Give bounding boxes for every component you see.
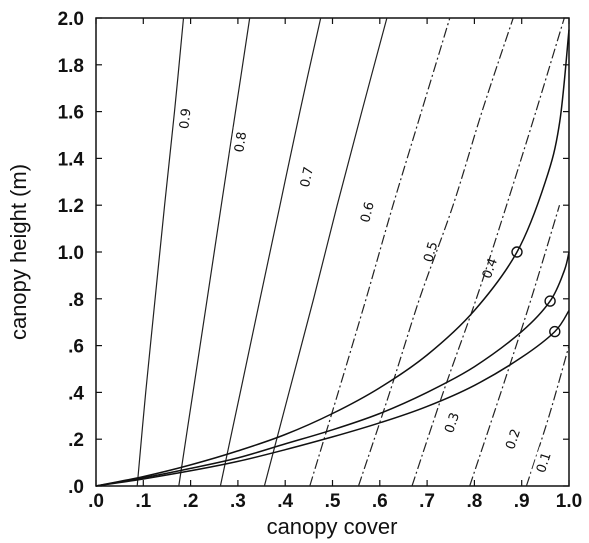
y-tick-label: .0: [68, 477, 84, 498]
x-tick-label: .8: [466, 491, 482, 512]
contour-line-0.2: [469, 205, 561, 487]
contour-label-0.9: 0.9: [177, 108, 194, 130]
contour-label-bg: [500, 423, 527, 456]
y-tick-label: 1.8: [58, 56, 84, 77]
contour-label-0.2: 0.2: [503, 427, 524, 451]
contour-label-0.4: 0.4: [480, 256, 501, 281]
y-tick-label: 1.0: [58, 243, 84, 264]
curve-3: [95, 310, 570, 487]
x-tick-label: .6: [372, 491, 388, 512]
y-tick-label: .8: [68, 290, 84, 311]
contour-label-bg: [174, 103, 196, 134]
x-tick-label: .3: [230, 491, 246, 512]
plot-frame: [95, 17, 570, 487]
contour-label-bg: [439, 406, 466, 439]
contour-label-bg: [531, 446, 557, 479]
x-tick-label: .5: [325, 491, 341, 512]
contour-label-0.5: 0.5: [421, 240, 441, 264]
y-tick-label: 1.4: [58, 149, 85, 170]
curves: [95, 29, 570, 487]
contour-line-0.9: [136, 17, 185, 487]
contour-line-0.7: [219, 17, 322, 487]
y-tick-label: 1.2: [58, 196, 84, 217]
contour-line-0.1: [525, 345, 570, 487]
x-tick-label: .9: [514, 491, 530, 512]
y-axis-title: canopy height (m): [6, 164, 31, 340]
contour-label-0.7: 0.7: [298, 166, 317, 189]
curve-2: [95, 251, 570, 487]
x-tick-label: 1.0: [556, 491, 582, 512]
contour-line-0.6: [263, 17, 388, 487]
contour-line-0.4: [357, 17, 514, 487]
y-tick-label: .4: [68, 383, 84, 404]
x-tick-label: .1: [135, 491, 151, 512]
contour-line-0.5: [309, 17, 451, 487]
contour-label-bg: [418, 236, 444, 268]
contour-label-bg: [355, 196, 380, 228]
x-tick-label: .7: [419, 491, 435, 512]
y-tick-label: 2.0: [58, 9, 84, 30]
contour-lines: 0.9 0.8 0.7 0.6 0.5 0.4 0.3 0.2 0.1: [136, 17, 570, 487]
contour-label-0.8: 0.8: [232, 131, 250, 154]
contour-label-0.1: 0.1: [534, 451, 555, 475]
contour-label-0.3: 0.3: [442, 411, 463, 435]
contour-line-0.3: [411, 17, 565, 487]
curve-1-marker: [511, 246, 523, 258]
curve-1: [95, 29, 570, 487]
x-tick-label: .2: [183, 491, 199, 512]
y-tick-label: .6: [68, 337, 84, 358]
y-tick-label: .2: [68, 430, 84, 451]
x-tick-label: .4: [277, 491, 293, 512]
axis-ticks: .0 .1 .2 .3 .4 .5 .6 .7 .8 .9 1.0 .0 .2 .4 .6 .8 1.0 1.2 1…: [58, 9, 583, 512]
curve-2-marker: [544, 295, 556, 307]
y-tick-label: 1.6: [58, 103, 84, 124]
contour-label-bg: [295, 161, 319, 193]
x-axis-title: canopy cover: [267, 514, 398, 539]
contour-label-bg: [229, 126, 252, 158]
x-tick-label: .0: [88, 491, 104, 512]
curve-3-marker: [549, 325, 561, 338]
contour-label-0.6: 0.6: [358, 200, 378, 224]
contour-line-0.8: [178, 17, 251, 487]
